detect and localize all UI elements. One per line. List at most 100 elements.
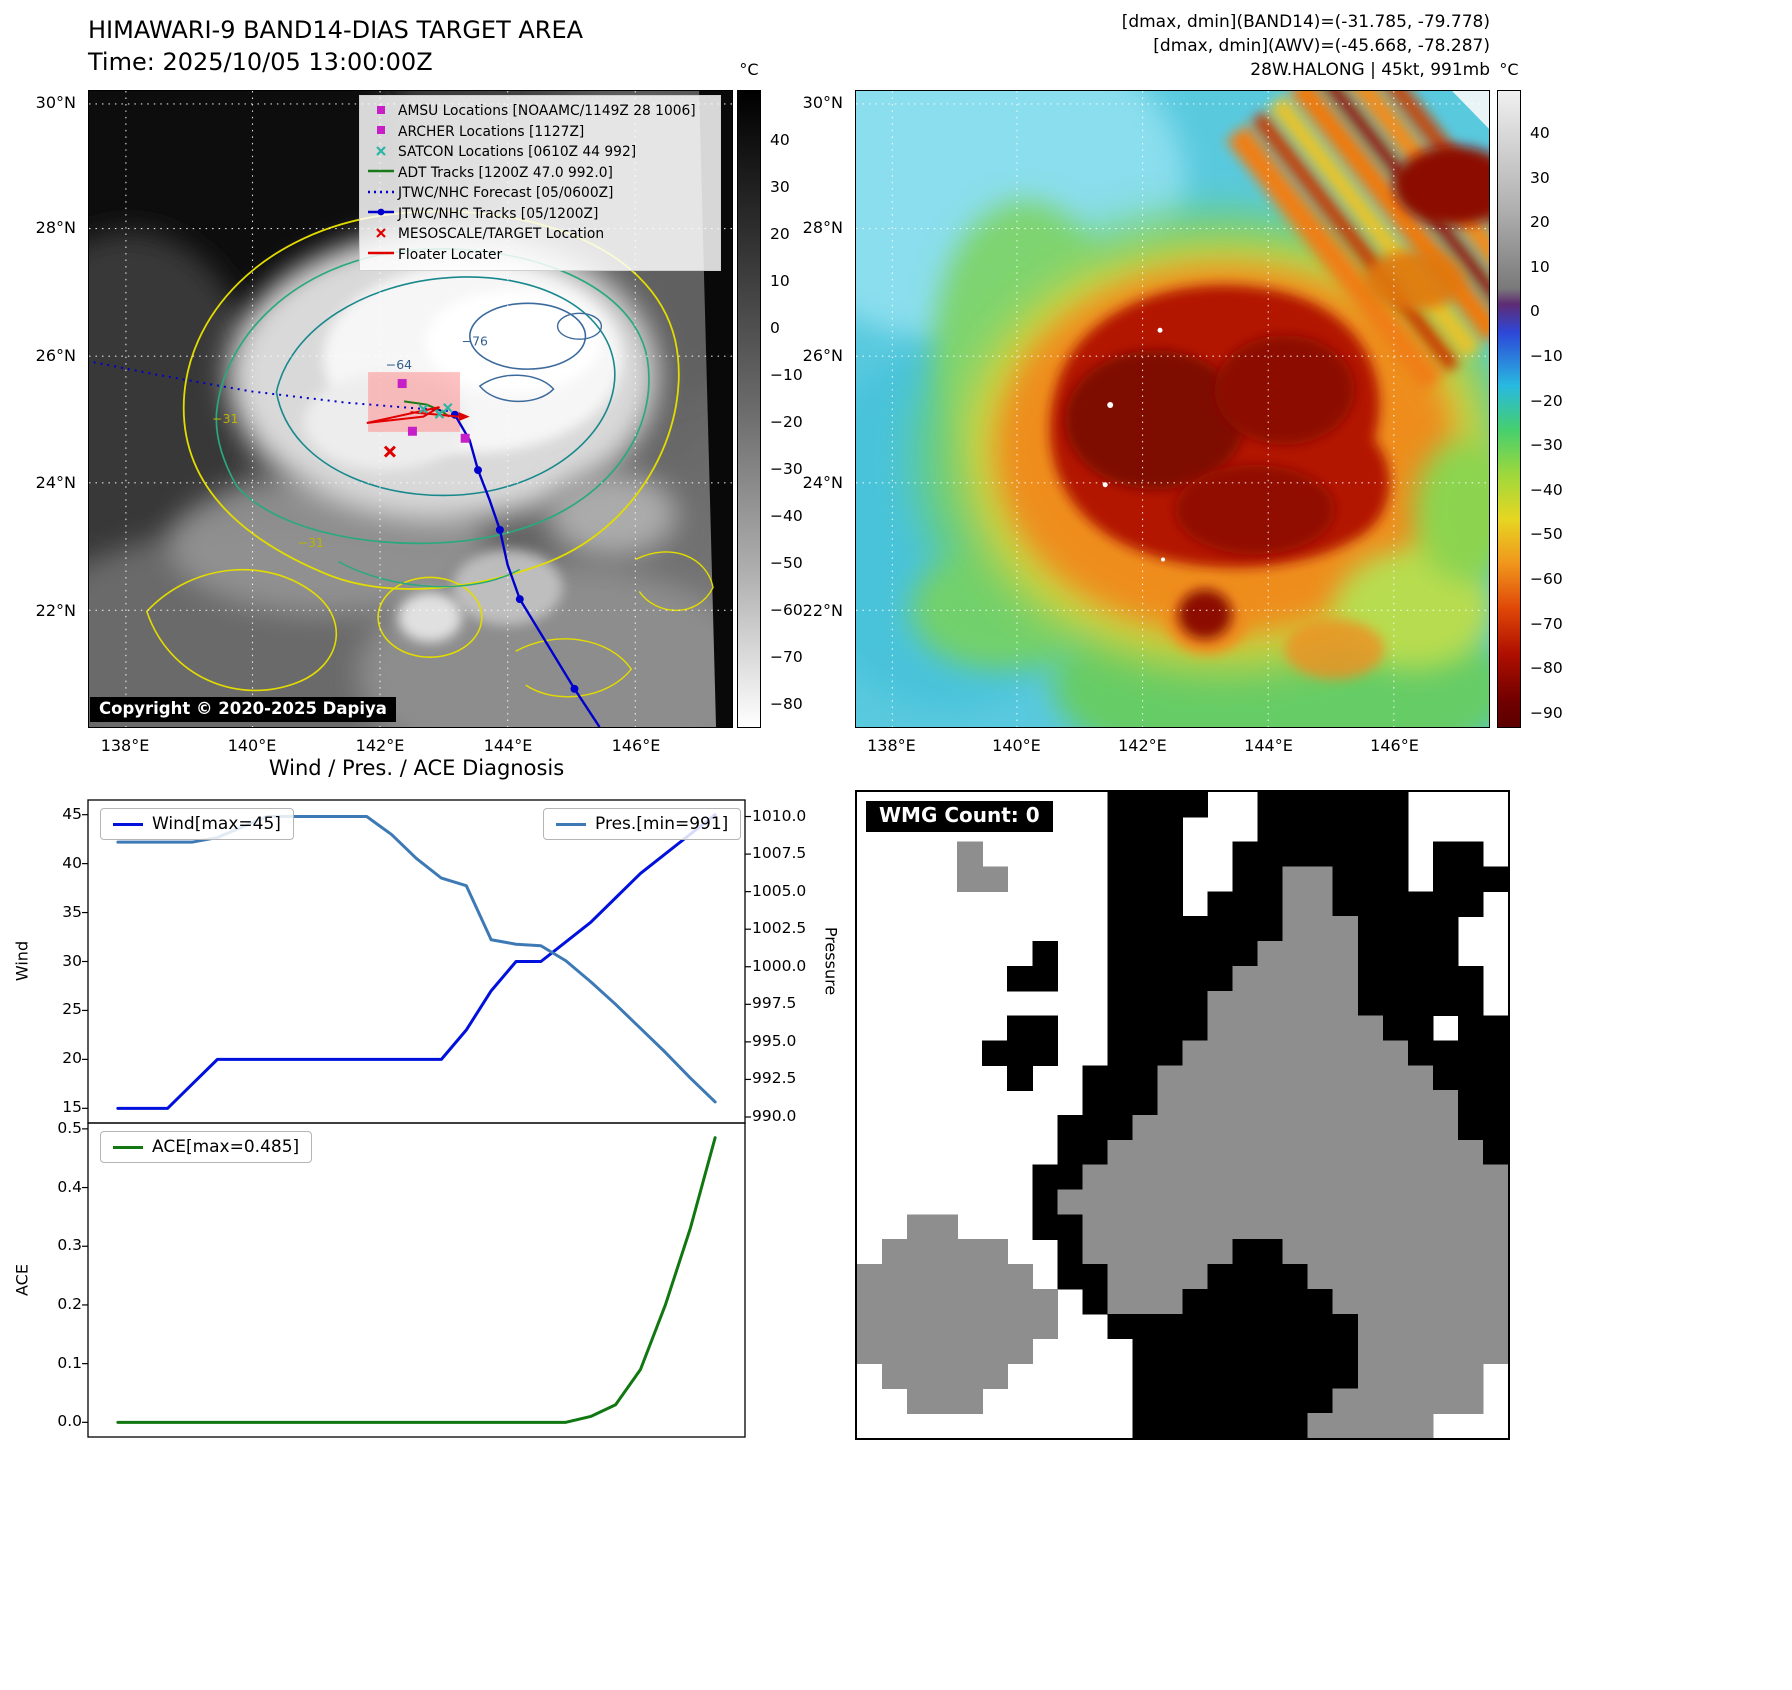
wmg-cell [1107, 1214, 1134, 1240]
wmg-cell [1432, 1139, 1459, 1166]
x-tick-label: 140°E [227, 736, 277, 755]
diagnosis-title: Wind / Pres. / ACE Diagnosis [268, 756, 565, 780]
wmg-cell [932, 1239, 958, 1265]
corner-warm-patch [1364, 250, 1465, 311]
colorbar-tick-label: −40 [770, 507, 803, 526]
wmg-cell [1282, 841, 1309, 868]
wmg-cell [1232, 1040, 1259, 1066]
wmg-cell [1457, 1214, 1484, 1240]
y-tick-label: 26°N [35, 345, 76, 365]
wmg-cell [1407, 1065, 1434, 1091]
wmg-cell [982, 1264, 1008, 1290]
wmg-cell [1182, 1040, 1209, 1066]
wmg-cell [1382, 1065, 1409, 1091]
wmg-cell [1382, 1164, 1409, 1191]
ace-axis-label: ACE [12, 1264, 32, 1296]
y-tick-label: 24°N [35, 473, 76, 492]
square-marker-icon [366, 122, 398, 141]
wmg-cell [1232, 990, 1259, 1017]
wmg-cell [1357, 941, 1384, 967]
y-tick-label: 24°N [802, 473, 843, 492]
wmg-cell [1232, 841, 1259, 868]
wmg-cell [1207, 1288, 1234, 1315]
wmg-cell [1232, 1388, 1259, 1414]
wmg-cell [1007, 1313, 1033, 1340]
wmg-cell [1207, 1338, 1234, 1365]
wmg-cell [1282, 1388, 1309, 1414]
wmg-cell [1282, 816, 1309, 843]
wmg-cell [1382, 1015, 1409, 1042]
wmg-cell [1257, 916, 1284, 942]
wmg-cell [1382, 1189, 1409, 1215]
wmg-cell [1407, 965, 1434, 992]
amsu-archer-marker [407, 426, 417, 436]
wmg-cell [857, 1264, 883, 1290]
wmg-cell [1132, 1090, 1159, 1116]
wmg-cell [1132, 866, 1159, 892]
wmg-cell [1457, 841, 1484, 868]
wmg-cell [1157, 1413, 1184, 1438]
wmg-cell [1457, 1065, 1484, 1091]
wmg-cell [1057, 1214, 1083, 1240]
wmg-cell [1182, 1338, 1209, 1365]
wind-pressure-chart [78, 790, 755, 1133]
wmg-cell [1332, 1115, 1359, 1141]
wmg-cell [1107, 965, 1134, 992]
wmg-cell [1282, 916, 1309, 942]
wmg-cell [1357, 1090, 1384, 1116]
wmg-cell [1457, 891, 1484, 917]
wmg-cell [1307, 792, 1334, 818]
wmg-cell [1282, 1189, 1309, 1215]
legend-label: ADT Tracks [1200Z 47.0 992.0] [398, 164, 613, 181]
wmg-cell [1207, 1413, 1234, 1438]
wmg-cell [1257, 941, 1284, 967]
plot-frame [87, 1122, 746, 1438]
series-line [116, 813, 717, 1110]
wmg-cell [1057, 1264, 1083, 1290]
wmg-cell [1032, 1189, 1058, 1215]
wmg-cell [1207, 1363, 1234, 1389]
wmg-cell [1282, 990, 1309, 1017]
colorbar-tick-label: −70 [770, 648, 803, 667]
wmg-cell [957, 841, 983, 868]
wmg-cell [1232, 866, 1259, 892]
wmg-cell [1082, 1115, 1108, 1141]
series-group [116, 1136, 717, 1424]
wmg-cell [1157, 1015, 1184, 1042]
wmg-cell [932, 1388, 958, 1414]
wmg-cell [1132, 941, 1159, 967]
wmg-cell [1257, 1164, 1284, 1191]
wmg-cell [1307, 1239, 1334, 1265]
wmg-cell [1182, 1139, 1209, 1166]
wmg-cell [1107, 816, 1134, 843]
svg-path [376, 145, 386, 156]
wind-axis-ticks: 15 20 25 30 35 40 45 [34, 800, 82, 1123]
wmg-cell [1407, 1090, 1434, 1116]
wmg-cell [1157, 941, 1184, 967]
wmg-cell [1382, 1239, 1409, 1265]
wmg-cell [1332, 841, 1359, 868]
legend-label: MESOSCALE/TARGET Location [398, 226, 605, 243]
wmg-cell [1432, 891, 1459, 917]
wmg-cell [1282, 1288, 1309, 1315]
wmg-cell [1332, 1065, 1359, 1091]
y-tick-label: 28°N [802, 217, 843, 237]
wmg-cell [1107, 1115, 1134, 1141]
wmg-cell [1282, 941, 1309, 967]
band14-colorbar [737, 90, 761, 728]
overshooting-top [1161, 557, 1166, 562]
jtwc-track-point [474, 466, 483, 475]
wmg-cell [1082, 1288, 1108, 1315]
band14-time-label: Time: 2025/10/05 13:00:00Z [88, 48, 433, 76]
wmg-cell [1082, 1164, 1108, 1191]
wmg-cell [1382, 965, 1409, 992]
overshooting-top [1107, 402, 1114, 409]
wmg-cell [1332, 1139, 1359, 1166]
colorbar-tick-label: 20 [1530, 213, 1550, 232]
wmg-cell [1007, 1338, 1033, 1365]
wmg-cell [1257, 1239, 1284, 1265]
wmg-cell [1232, 965, 1259, 992]
line-marker-icon [366, 163, 398, 182]
wmg-cell [1407, 1015, 1434, 1042]
x-tick-label: 140°E [992, 736, 1041, 755]
